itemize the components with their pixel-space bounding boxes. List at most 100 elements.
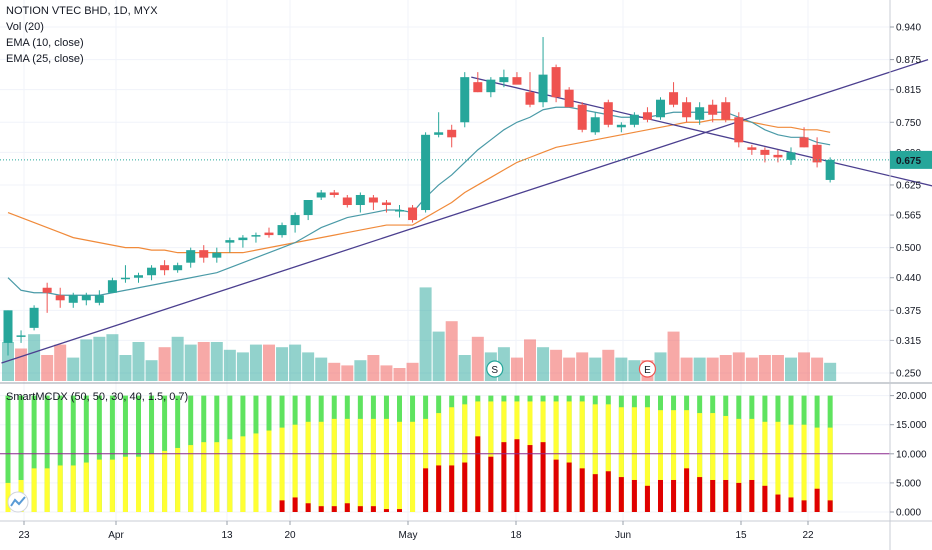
- indicator-yellow-bar: [383, 418, 389, 512]
- candle: [629, 112, 639, 128]
- volume-bar: [680, 357, 693, 381]
- candle: [29, 305, 39, 331]
- indicator-red-bar: [618, 477, 624, 512]
- candle-body: [134, 275, 143, 278]
- candle: [656, 97, 665, 120]
- candle-body: [160, 265, 170, 271]
- indicator-red-bar: [357, 506, 363, 512]
- indicator-red-bar: [684, 468, 690, 512]
- indicator-red-bar: [644, 485, 650, 512]
- candle-body: [94, 295, 104, 303]
- candle: [81, 292, 91, 306]
- indicator-tick-label: 0.000: [896, 508, 921, 519]
- price-tick-label: 0.565: [896, 211, 921, 222]
- candle: [603, 99, 613, 128]
- volume-bar: [798, 352, 811, 381]
- candle: [460, 72, 470, 128]
- candle: [199, 245, 209, 263]
- indicator-red-bar: [540, 442, 546, 512]
- candle-body: [473, 82, 483, 93]
- candle-body: [512, 77, 522, 85]
- volume-bar: [458, 355, 471, 381]
- candle-body: [173, 265, 183, 271]
- candle: [225, 237, 235, 253]
- indicator-yellow-bar: [436, 413, 442, 512]
- legend-volume: Vol (20): [6, 21, 44, 33]
- volume-bar: [524, 339, 536, 381]
- candle: [473, 72, 483, 93]
- candle: [94, 290, 104, 306]
- candle-body: [603, 102, 613, 125]
- volume-bar: [302, 352, 315, 381]
- candle-body: [212, 252, 222, 258]
- indicator-yellow-bar: [684, 410, 690, 512]
- volume-bar: [406, 362, 419, 381]
- indicator-tick-label: 5.000: [896, 478, 921, 489]
- indicator-yellow-bar: [109, 459, 115, 512]
- indicator-yellow-bar: [175, 447, 181, 512]
- indicator-yellow-bar: [305, 421, 311, 512]
- candle-body: [107, 280, 117, 293]
- volume-bar: [80, 339, 93, 381]
- indicator-red-bar: [397, 509, 402, 512]
- indicator-red-bar: [671, 479, 677, 512]
- candle-body: [708, 104, 718, 115]
- indicator-red-bar: [553, 459, 559, 512]
- price-tick-label: 0.250: [896, 369, 921, 380]
- candle-body: [695, 107, 705, 120]
- indicator-red-bar: [305, 503, 311, 512]
- indicator-yellow-bar: [658, 410, 663, 512]
- candle: [395, 205, 404, 218]
- indicator-yellow-bar: [227, 439, 233, 512]
- indicator-tick-label: 15.000: [896, 420, 927, 431]
- volume-bar: [93, 336, 106, 381]
- candle: [421, 132, 431, 213]
- candle-body: [186, 250, 196, 263]
- volume-bar: [210, 342, 223, 381]
- indicator-red-bar: [566, 462, 572, 512]
- time-tick-label: 18: [510, 530, 522, 541]
- volume-bar: [132, 342, 145, 381]
- indicator-red-bar: [501, 442, 507, 512]
- price-tick-label: 0.940: [896, 23, 921, 34]
- logo-path: [10, 496, 26, 507]
- candle-body: [656, 99, 665, 118]
- indicator-red-bar: [605, 471, 611, 512]
- indicator-yellow-bar: [723, 415, 729, 512]
- candle-body: [812, 144, 822, 163]
- candle: [147, 265, 157, 281]
- volume-bar: [576, 352, 589, 381]
- indicator-red-bar: [475, 436, 481, 512]
- volume-bar: [289, 344, 302, 381]
- indicator-red-bar: [344, 503, 350, 512]
- event-marker-E: [638, 360, 657, 378]
- time-tick-label: Jun: [615, 530, 631, 541]
- candle-body: [825, 159, 835, 180]
- candle-body: [564, 89, 574, 108]
- candle: [134, 272, 143, 283]
- volume-bar: [145, 360, 158, 381]
- indicator-red-bar: [423, 468, 429, 512]
- candle-body: [368, 197, 378, 203]
- candle: [799, 127, 809, 148]
- time-tick-label: May: [399, 530, 418, 541]
- price-tick-label: 0.315: [896, 336, 921, 347]
- volume-bar: [602, 349, 615, 381]
- candle-body: [355, 194, 365, 206]
- candle: [734, 112, 744, 148]
- candle-body: [669, 92, 679, 105]
- indicator-yellow-bar: [410, 421, 416, 512]
- volume-bar: [824, 362, 837, 381]
- candle-body: [421, 134, 431, 211]
- candle-body: [264, 232, 274, 236]
- indicator-yellow-bar: [631, 407, 637, 512]
- indicator-yellow-bar: [397, 421, 402, 512]
- indicator-red-bar: [801, 500, 807, 512]
- price-tick-label: 0.440: [896, 273, 921, 284]
- volume-bar: [471, 336, 484, 381]
- candle-body: [238, 237, 248, 241]
- candle: [721, 97, 731, 123]
- candle: [368, 194, 378, 211]
